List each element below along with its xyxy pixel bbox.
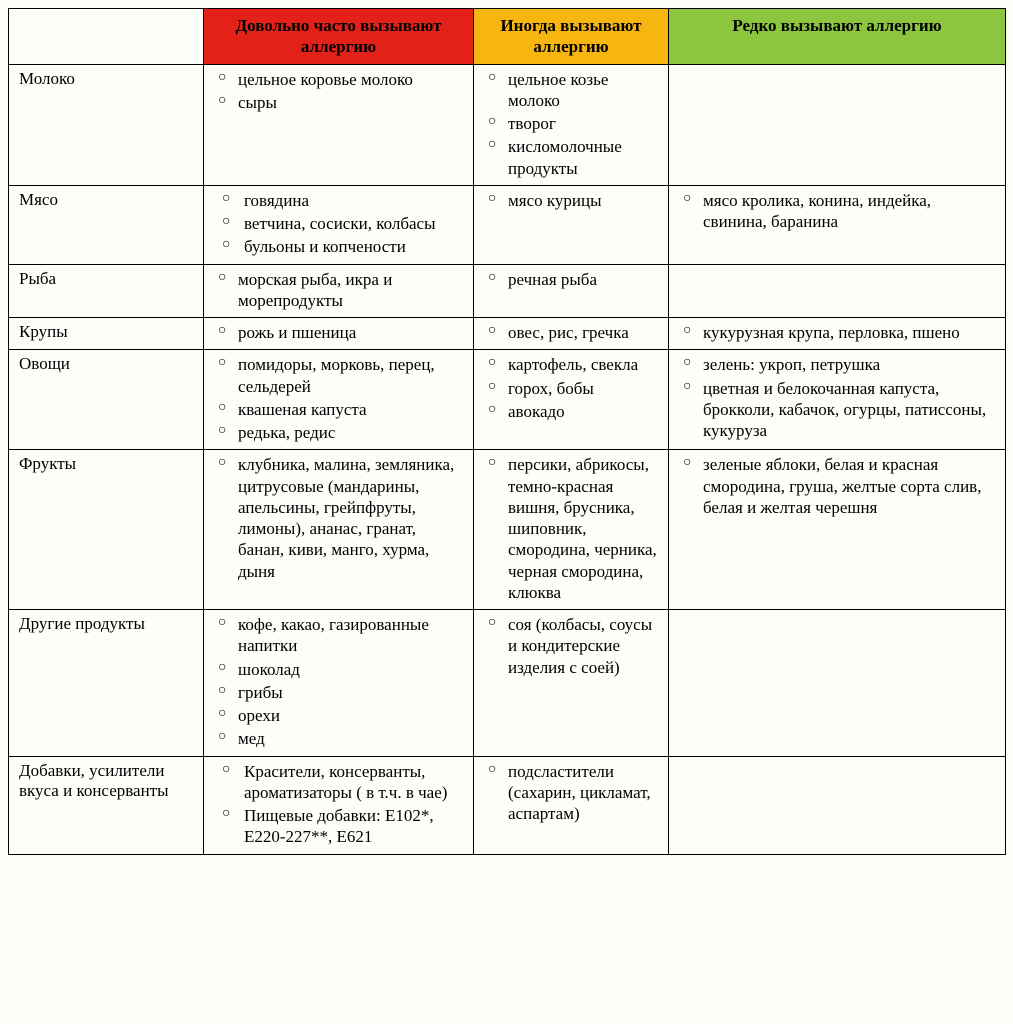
list-item: кофе, какао, газированные напитки xyxy=(238,614,463,659)
list-item: картофель, свекла xyxy=(508,354,658,377)
row-label: Другие продукты xyxy=(9,610,204,757)
table-cell: речная рыба xyxy=(474,264,669,318)
row-label: Крупы xyxy=(9,318,204,350)
list-item: овес, рис, гречка xyxy=(508,322,658,345)
table-cell: Красители, консерванты, ароматизаторы ( … xyxy=(204,756,474,854)
list-item: квашеная капуста xyxy=(238,399,463,422)
list-item: шоколад xyxy=(238,659,463,682)
table-row: Овощипомидоры, морковь, перец, сельдерей… xyxy=(9,350,1006,450)
table-cell xyxy=(669,264,1006,318)
header-rarely: Редко вызывают аллергию xyxy=(669,9,1006,65)
table-cell: кукурузная крупа, перловка, пшено xyxy=(669,318,1006,350)
list-item: рожь и пшеница xyxy=(238,322,463,345)
list-item: кукурузная крупа, перловка, пшено xyxy=(703,322,995,345)
list-item: помидоры, морковь, перец, сельдерей xyxy=(238,354,463,399)
table-cell: клубника, малина, земляника, цитрусовые … xyxy=(204,450,474,610)
list-item: говядина xyxy=(244,190,463,213)
list-item: мясо курицы xyxy=(508,190,658,213)
list-item: морская рыба, икра и морепродукты xyxy=(238,269,463,314)
table-cell xyxy=(669,64,1006,185)
table-cell: помидоры, морковь, перец, сельдерейкваше… xyxy=(204,350,474,450)
row-label: Рыба xyxy=(9,264,204,318)
list-item: Красители, консерванты, ароматизаторы ( … xyxy=(244,761,463,806)
list-item: кисломолочные продукты xyxy=(508,136,658,181)
row-label: Молоко xyxy=(9,64,204,185)
table-cell xyxy=(669,610,1006,757)
allergy-table: Довольно часто вызывают аллергию Иногда … xyxy=(8,8,1006,855)
list-item: клубника, малина, земляника, цитрусовые … xyxy=(238,454,463,584)
table-cell: зеленые яблоки, белая и красная смородин… xyxy=(669,450,1006,610)
list-item: зелень: укроп, петрушка xyxy=(703,354,995,377)
header-blank xyxy=(9,9,204,65)
list-item: орехи xyxy=(238,705,463,728)
list-item: персики, абрикосы, темно-красная вишня, … xyxy=(508,454,658,605)
list-item: зеленые яблоки, белая и красная смородин… xyxy=(703,454,995,520)
table-row: Крупы рожь и пшеница овес, рис, гречка куку… xyxy=(9,318,1006,350)
list-item: цветная и белокочанная капуста, брокколи… xyxy=(703,378,995,444)
list-item: редька, редис xyxy=(238,422,463,445)
list-item: сыры xyxy=(238,92,463,115)
table-cell: цельное коровье молокосыры xyxy=(204,64,474,185)
table-row: Молокоцельное коровье молокосырыцельное … xyxy=(9,64,1006,185)
table-cell: рожь и пшеница xyxy=(204,318,474,350)
list-item: грибы xyxy=(238,682,463,705)
table-row: Мясоговядинаветчина, сосиски, колбасыбул… xyxy=(9,185,1006,264)
list-item: авокадо xyxy=(508,401,658,424)
table-header-row: Довольно часто вызывают аллергию Иногда … xyxy=(9,9,1006,65)
list-item: Пищевые добавки: Е102*, Е220-227**, Е621 xyxy=(244,805,463,850)
table-cell: картофель, свеклагорох, бобыавокадо xyxy=(474,350,669,450)
table-cell: овес, рис, гречка xyxy=(474,318,669,350)
row-label: Фрукты xyxy=(9,450,204,610)
list-item: речная рыба xyxy=(508,269,658,292)
table-row: Другие продуктыкофе, какао, газированные… xyxy=(9,610,1006,757)
row-label: Овощи xyxy=(9,350,204,450)
table-cell xyxy=(669,756,1006,854)
table-cell: зелень: укроп, петрушкацветная и белокоч… xyxy=(669,350,1006,450)
list-item: цельное коровье молоко xyxy=(238,69,463,92)
table-row: Фрукты клубника, малина, земляника, цитру… xyxy=(9,450,1006,610)
row-label: Мясо xyxy=(9,185,204,264)
table-row: Рыба морская рыба, икра и морепродукты реч… xyxy=(9,264,1006,318)
list-item: мясо кролика, конина, индейка, свинина, … xyxy=(703,190,995,235)
table-cell: кофе, какао, газированные напиткишоколад… xyxy=(204,610,474,757)
list-item: бульоны и копчености xyxy=(244,236,463,259)
list-item: ветчина, сосиски, колбасы xyxy=(244,213,463,236)
table-cell: говядинаветчина, сосиски, колбасыбульоны… xyxy=(204,185,474,264)
header-often: Довольно часто вызывают аллергию xyxy=(204,9,474,65)
table-cell: подсластители (сахарин, цикламат, аспарт… xyxy=(474,756,669,854)
row-label: Добавки, усилители вкуса и консерванты xyxy=(9,756,204,854)
list-item: соя (колбасы, соусы и кондитерские издел… xyxy=(508,614,658,680)
table-cell: мясо кролика, конина, индейка, свинина, … xyxy=(669,185,1006,264)
table-cell: мясо курицы xyxy=(474,185,669,264)
list-item: цельное козье молоко xyxy=(508,69,658,114)
table-cell: морская рыба, икра и морепродукты xyxy=(204,264,474,318)
list-item: подсластители (сахарин, цикламат, аспарт… xyxy=(508,761,658,827)
list-item: творог xyxy=(508,113,658,136)
header-sometimes: Иногда вызывают аллергию xyxy=(474,9,669,65)
table-row: Добавки, усилители вкуса и консерванты Кр… xyxy=(9,756,1006,854)
table-cell: персики, абрикосы, темно-красная вишня, … xyxy=(474,450,669,610)
table-cell: соя (колбасы, соусы и кондитерские издел… xyxy=(474,610,669,757)
list-item: мед xyxy=(238,728,463,751)
list-item: горох, бобы xyxy=(508,378,658,401)
table-cell: цельное козье молокотворогкисломолочные … xyxy=(474,64,669,185)
